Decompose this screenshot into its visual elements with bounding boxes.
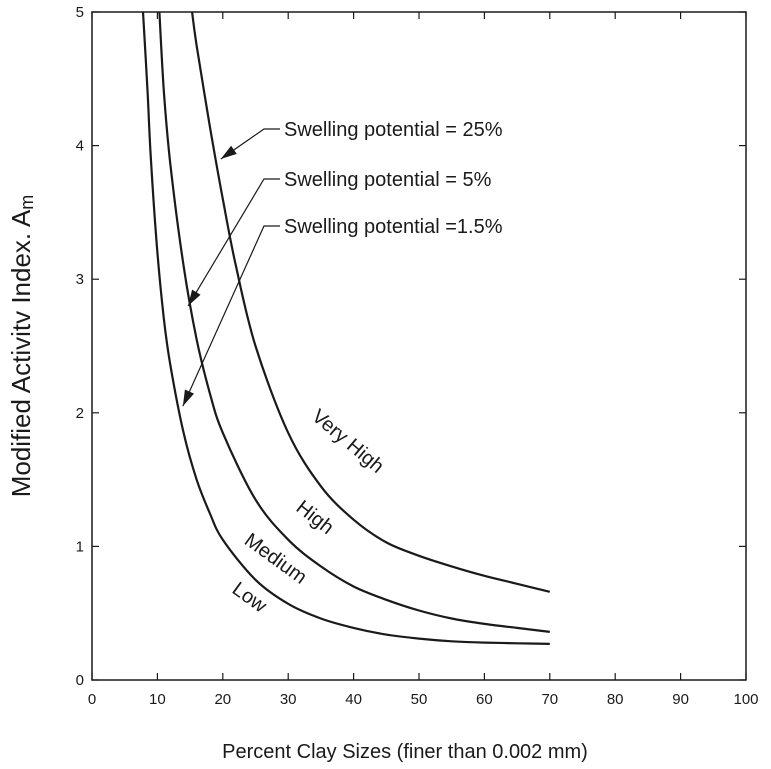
y-tick-label: 4: [76, 138, 84, 155]
y-tick-label: 2: [76, 405, 84, 422]
region-label-4: Low: [228, 578, 271, 618]
y-axis-title: Modified Activitv Index. Am: [6, 195, 37, 498]
series-line-3: [141, 11, 550, 645]
series-line-1: [191, 11, 551, 593]
y-tick-label: 1: [76, 538, 84, 555]
x-tick-label: 20: [214, 691, 231, 708]
x-tick-label: 60: [476, 691, 493, 708]
y-axis-title-main: Modified Activitv Index. A: [6, 209, 36, 497]
region-label-1: Very High: [307, 405, 388, 478]
x-tick-label: 0: [88, 691, 96, 708]
region-label-2: High: [292, 496, 338, 539]
y-tick-label: 3: [76, 271, 84, 288]
x-tick-label: 80: [607, 691, 624, 708]
annotation-leader-1: [220, 128, 280, 160]
x-tick-label: 10: [149, 691, 166, 708]
annotation-arrowhead-2: [188, 289, 201, 306]
annotation-label-2: Swelling potential = 5%: [284, 169, 492, 191]
x-tick-label: 30: [280, 691, 297, 708]
x-tick-label: 70: [541, 691, 558, 708]
y-axis-title-subscript: m: [17, 195, 37, 210]
annotation-label-1: Swelling potential = 25%: [284, 119, 503, 141]
y-tick-label: 0: [76, 672, 84, 689]
axis-ticks: [91, 11, 747, 681]
x-tick-label: 50: [411, 691, 428, 708]
region-label-3: Medium: [240, 529, 310, 589]
annotation-label-3: Swelling potential =1.5%: [284, 216, 503, 238]
y-tick-label: 5: [76, 4, 84, 21]
axis-tick-labels: 0 10 20 30 40 50 60 70 80 90 100 0 1 2 3 4 5: [76, 4, 759, 708]
x-tick-label: 40: [345, 691, 362, 708]
annotation-arrowhead-3: [182, 389, 194, 407]
plot-frame: [91, 11, 747, 681]
x-axis-title: Percent Clay Sizes (finer than 0.002 mm): [222, 741, 588, 763]
annotation-leader-2: [187, 178, 280, 307]
annotation-leader-3: [182, 225, 280, 407]
annotation-arrowhead-1: [220, 145, 237, 159]
x-tick-label: 100: [733, 691, 758, 708]
curves: [141, 11, 551, 645]
series-line-2: [158, 11, 550, 633]
annotations: Swelling potential = 25% Swelling potenti…: [182, 119, 503, 407]
x-tick-label: 90: [672, 691, 689, 708]
